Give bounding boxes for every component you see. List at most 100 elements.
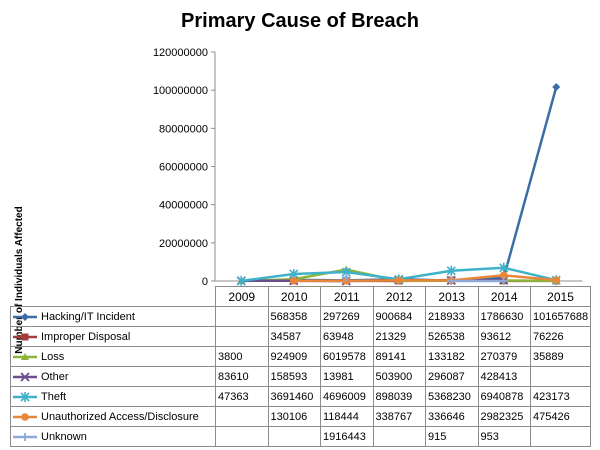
table-row: Hacking/IT Incident 568358 297269 900684 218… [10,306,592,327]
data-label: 475426 [529,406,592,427]
data-label: 47363 [215,386,269,407]
data-label: 338767 [372,406,426,427]
data-label: 3800 [215,346,269,367]
data-point [289,276,298,285]
data-label: 423173 [529,386,592,407]
table-row: Unauthorized Access/Disclosure 130106 1184… [10,406,592,427]
data-label: 118444 [320,406,374,427]
data-label: 6940878 [477,386,531,407]
data-label [215,426,269,447]
data-point [21,352,29,360]
x-tick-label: 2009 [215,286,269,307]
data-point [552,276,561,284]
series-name: Theft [41,390,67,403]
data-label: 568358 [267,306,321,327]
table-row: Loss 3800 924909 6019578 89141 133182 270379 35… [10,346,592,367]
legend-entry: Other [10,366,216,387]
y-tick-label: 60000000 [159,162,208,174]
series-name: Unknown [41,430,87,443]
data-point [21,412,29,421]
data-label: 3691460 [267,386,321,407]
legend-key-icon [13,432,37,441]
y-tick-label: 100000000 [153,85,208,97]
data-point [20,391,30,402]
data-table: 2009 2010 2011 2012 2013 2014 2015 Hacking/IT I… [10,286,592,447]
data-label: 89141 [372,346,426,367]
series-name: Loss [41,350,65,363]
legend-entry: Improper Disposal [10,326,216,347]
data-label: 130106 [267,406,321,427]
data-label: 6019578 [320,346,374,367]
table-row: Other 83610 158593 13981 503900 296087 428413 [10,366,592,387]
data-label: 83610 [215,366,269,387]
legend-key-icon [13,312,37,321]
data-label: 898039 [372,386,426,407]
legend-entry: Hacking/IT Incident [10,306,216,327]
legend-key-icon [13,352,37,360]
data-point [447,276,456,285]
data-label [529,426,592,447]
data-label: 63948 [320,326,374,347]
data-label: 93612 [477,326,531,347]
data-label: 336646 [425,406,479,427]
data-point [21,432,29,441]
y-tick-label: 40000000 [159,200,208,212]
plot-area: 0 20000000 40000000 60000000 80000000 1000000… [153,47,583,288]
data-label [215,306,269,327]
data-point [446,265,456,276]
legend-key-icon [13,391,37,402]
data-label: 35889 [529,346,592,367]
data-label: 297269 [320,306,374,327]
data-label: 270379 [477,346,531,367]
data-label: 76226 [529,326,592,347]
series-name: Unauthorized Access/Disclosure [41,410,199,423]
data-point [342,273,351,282]
series-name: Improper Disposal [41,330,131,343]
legend-entry: Unknown [10,426,216,447]
legend-entry: Loss [10,346,216,367]
data-point [499,276,508,285]
data-point [236,275,246,286]
data-label: 1786630 [477,306,531,327]
data-label: 526538 [425,326,479,347]
y-tick-label: 20000000 [159,238,208,250]
x-tick-label: 2010 [267,286,321,307]
data-label: 34587 [267,326,321,347]
data-label [215,406,269,427]
table-row: Improper Disposal 34587 63948 21329 526538 93… [10,326,592,347]
data-label: 101657688 [529,306,592,327]
data-point [20,371,30,382]
data-label: 953 [477,426,531,447]
x-tick-label: 2015 [529,286,592,307]
data-label: 218933 [425,306,479,327]
table-corner [10,286,216,307]
data-point [21,312,29,321]
data-label: 5368230 [425,386,479,407]
data-label: 21329 [372,326,426,347]
data-label [215,326,269,347]
x-tick-label: 2011 [320,286,374,307]
data-label: 4696009 [320,386,374,407]
legend-key-icon [13,412,37,421]
legend-entry: Unauthorized Access/Disclosure [10,406,216,427]
data-label [267,426,321,447]
data-label: 2982325 [477,406,531,427]
x-tick-label: 2012 [372,286,426,307]
y-tick-label: 80000000 [159,123,208,135]
data-label: 915 [425,426,479,447]
y-tick-label: 120000000 [153,47,208,59]
data-label: 13981 [320,366,374,387]
chart-title: Primary Cause of Breach [181,10,419,32]
data-label: 158593 [267,366,321,387]
data-point [499,271,508,280]
data-label: 296087 [425,366,479,387]
series-name: Hacking/IT Incident [41,310,135,323]
data-point [21,333,29,340]
legend-key-icon [13,371,37,382]
data-point [499,262,509,273]
table-header-row: 2009 2010 2011 2012 2013 2014 2015 [10,286,592,307]
data-label: 503900 [372,366,426,387]
legend-entry: Theft [10,386,216,407]
series-line [293,274,557,283]
series-name: Other [41,370,69,383]
